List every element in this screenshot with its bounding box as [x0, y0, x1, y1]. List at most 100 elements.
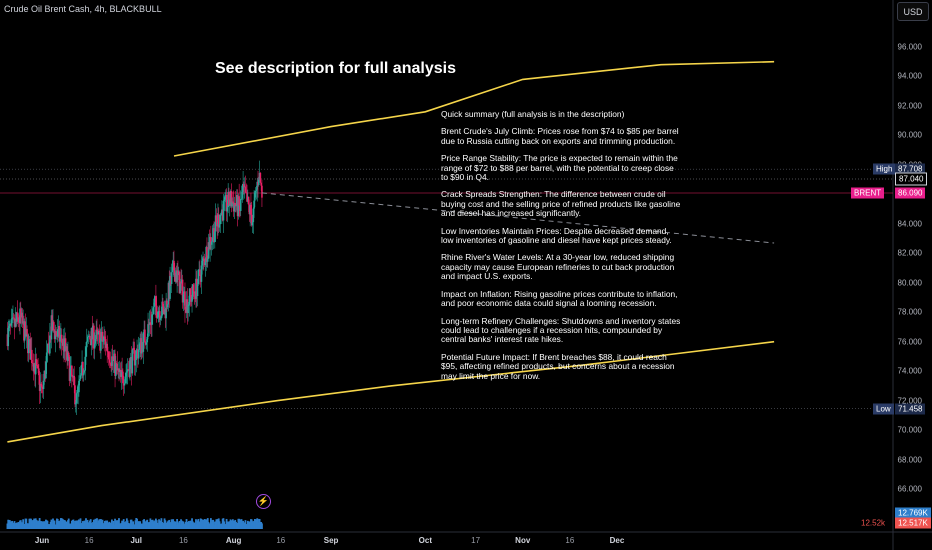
candle-body: [179, 281, 182, 294]
candle-body: [230, 191, 233, 207]
candle-body: [125, 372, 127, 377]
candle-body: [104, 336, 106, 339]
candle-body: [101, 331, 104, 342]
candle-body: [87, 336, 90, 338]
volume-bar: [22, 519, 25, 529]
candle-body: [202, 258, 204, 261]
candle-body: [240, 198, 243, 200]
x-tick-label: 16: [565, 536, 575, 545]
candle-body: [250, 204, 252, 215]
candle-body: [146, 336, 149, 343]
y-tick-label: 90.000: [897, 130, 922, 140]
candle-body: [214, 231, 216, 243]
candle-body: [243, 184, 245, 187]
candle-body: [232, 201, 234, 203]
level-value-low: 71.458: [895, 403, 926, 415]
candle-body: [147, 324, 149, 337]
candle-body: [83, 370, 86, 373]
candle-body: [241, 191, 244, 199]
candle-body: [235, 205, 237, 207]
candle-body: [169, 276, 171, 299]
candle-body: [188, 304, 190, 306]
volume-bar: [38, 518, 41, 529]
candle-body: [40, 383, 43, 387]
volume-bar: [130, 519, 133, 529]
candle-body: [260, 182, 262, 186]
candle-body: [231, 201, 233, 207]
candle-body: [133, 347, 135, 350]
candle-body: [16, 312, 19, 318]
candle-body: [228, 204, 231, 206]
candle-body: [11, 318, 13, 320]
candle-body: [188, 288, 191, 305]
candle-body: [151, 314, 154, 315]
candle-body: [155, 296, 157, 306]
candle-body: [211, 237, 214, 242]
candle-body: [85, 347, 87, 357]
candle-body: [217, 214, 220, 228]
candle-body: [187, 304, 189, 314]
candle-body: [98, 330, 101, 333]
candle-body: [258, 179, 260, 185]
candle-body: [17, 317, 20, 323]
candle-body: [161, 301, 163, 316]
candle-body: [84, 356, 87, 371]
candle-body: [261, 185, 263, 198]
volume-bar: [67, 518, 70, 529]
candle-body: [26, 329, 28, 335]
candle-body: [42, 380, 45, 389]
candle-body: [191, 296, 193, 302]
summary-future-impact: Potential Future Impact: If Brent breach…: [441, 351, 675, 381]
candle-body: [37, 365, 39, 369]
lightning-icon[interactable]: ⚡: [256, 494, 271, 509]
candle-body: [67, 352, 70, 357]
candle-body: [96, 329, 98, 332]
candle-body: [181, 279, 184, 303]
candle-body: [39, 383, 42, 391]
trend-line-projection: [261, 192, 775, 244]
candle-body: [214, 215, 217, 232]
y-tick-label: 72.000: [897, 396, 922, 406]
candle-body: [95, 329, 98, 340]
volume-tag-high: 12.769K: [895, 507, 931, 519]
summary-rhine-river: Rhine River's Water Levels: At a 30-year…: [441, 252, 675, 282]
candle-body: [82, 372, 85, 376]
candle-body: [106, 343, 108, 352]
candle-body: [94, 339, 97, 344]
candle-body: [189, 288, 192, 295]
candle-body: [38, 375, 41, 391]
candle-body: [152, 306, 155, 315]
candle-body: [197, 269, 200, 285]
candle-body: [55, 331, 57, 336]
candle-body: [239, 198, 242, 211]
candle-body: [234, 203, 237, 207]
candle-body: [38, 368, 40, 376]
candle-body: [206, 258, 209, 262]
candle-body: [200, 265, 203, 282]
candle-body: [254, 190, 257, 193]
candle-body: [12, 317, 15, 319]
candle-body: [149, 322, 152, 325]
summary-inflation: Impact on Inflation: Rising gasoline pri…: [441, 288, 678, 309]
candle-body: [129, 360, 131, 377]
candle-body: [153, 302, 156, 307]
candle-body: [93, 343, 96, 349]
candle-body: [24, 321, 27, 337]
candle-body: [223, 199, 226, 202]
candle-body: [171, 267, 174, 273]
candle-body: [255, 189, 258, 191]
y-tick-label: 76.000: [897, 337, 922, 347]
candle-body: [116, 363, 119, 371]
currency-button[interactable]: USD: [897, 2, 929, 21]
y-tick-label: 78.000: [897, 307, 922, 317]
trend-line-lower: [7, 340, 775, 443]
y-tick-label: 94.000: [897, 71, 922, 81]
candle-body: [182, 294, 185, 303]
level-label-brent: BRENT: [851, 187, 885, 199]
candle-body: [120, 370, 123, 377]
x-tick-label: Jul: [130, 536, 143, 545]
candle-body: [142, 332, 145, 352]
x-tick-label: Aug: [225, 536, 242, 545]
candle-body: [75, 393, 78, 403]
